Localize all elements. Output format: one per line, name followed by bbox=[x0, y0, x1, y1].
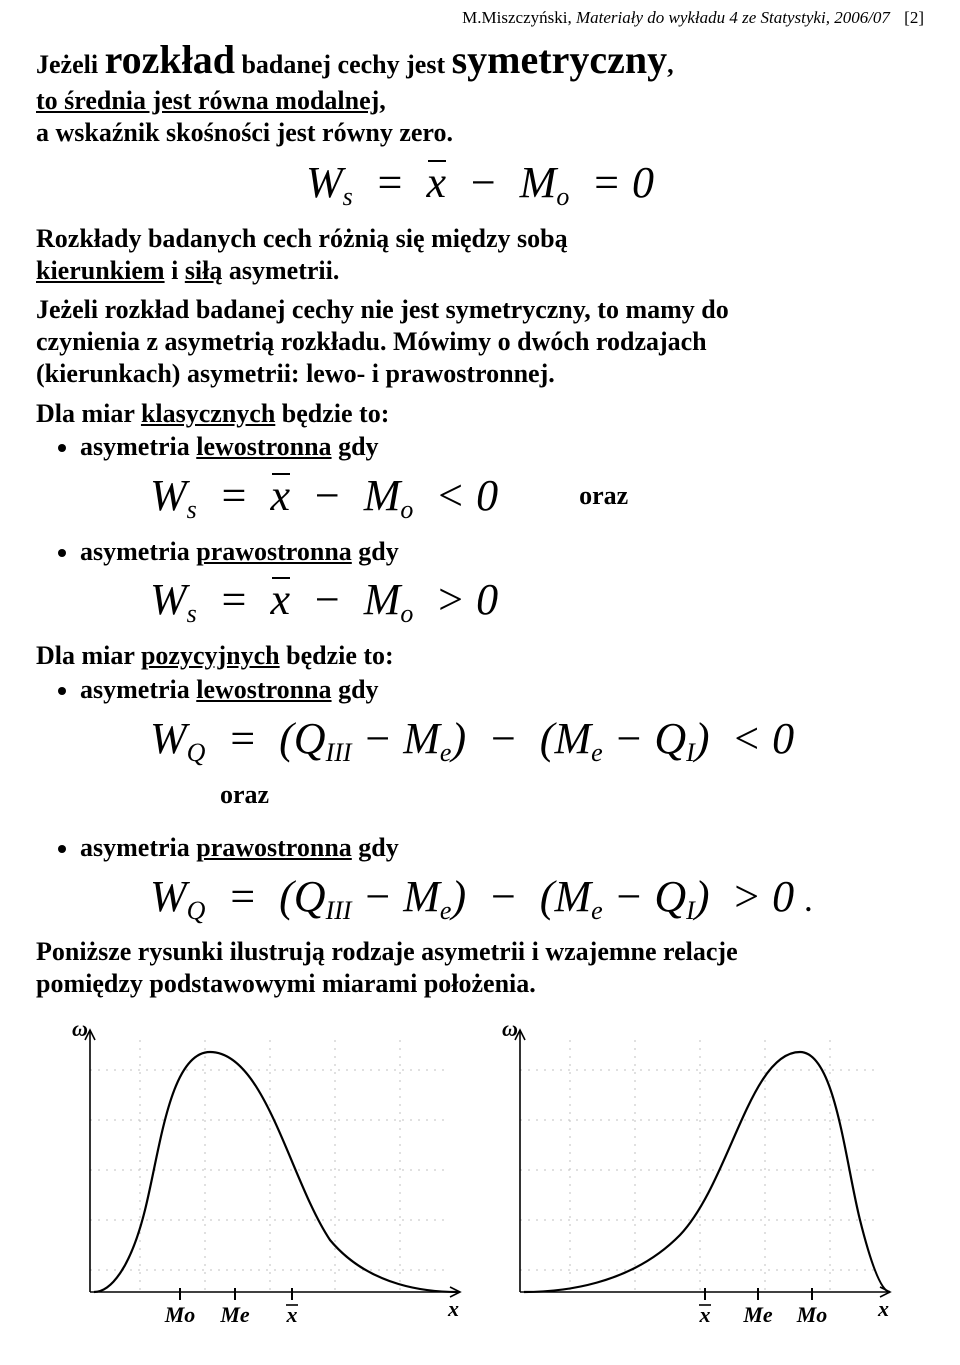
text: Jeżeli rozkład badanej cechy nie jest sy… bbox=[36, 295, 729, 324]
text: . bbox=[805, 888, 812, 917]
text: (kierunkach) asymetrii: lewo- i prawostr… bbox=[36, 359, 555, 388]
svg-text:x: x bbox=[877, 1296, 889, 1321]
list-item: asymetria prawostronna gdy WQ = (QIII − … bbox=[80, 832, 924, 926]
text-underline: prawostronna bbox=[196, 537, 352, 566]
text: pomiędzy podstawowymi miarami położenia. bbox=[36, 969, 536, 998]
text: , bbox=[667, 50, 674, 79]
text: badanej cechy jest bbox=[235, 50, 452, 79]
para-asymetria: Jeżeli rozkład badanej cechy nie jest sy… bbox=[36, 294, 924, 389]
text-underline: to średnia jest równa modalnej, bbox=[36, 86, 386, 115]
text: Rozkłady badanych cech różnią się między… bbox=[36, 224, 568, 253]
text: asymetria bbox=[80, 675, 196, 704]
text: asymetria bbox=[80, 432, 196, 461]
intro-line-1: Jeżeli rozkład badanej cechy jest symetr… bbox=[36, 36, 924, 148]
text: gdy bbox=[332, 675, 379, 704]
svg-text:Me: Me bbox=[742, 1302, 773, 1327]
formula-ws-gt-0: Ws = x − Mo > 0 bbox=[150, 573, 924, 630]
text-underline: pozycyjnych bbox=[141, 641, 280, 670]
text-underline: lewostronna bbox=[196, 675, 331, 704]
list-item: asymetria lewostronna gdy WQ = (QIII − M… bbox=[80, 674, 924, 822]
page-number: [2] bbox=[904, 8, 924, 28]
svg-text:x: x bbox=[447, 1296, 459, 1321]
chart-left: ωxMoMex bbox=[60, 1010, 470, 1340]
text: a wskaźnik skośności jest równy zero. bbox=[36, 118, 453, 147]
text-underline: lewostronna bbox=[196, 432, 331, 461]
header-title: Materiały do wykładu 4 ze Statystyki, 20… bbox=[576, 8, 890, 27]
text: gdy bbox=[332, 432, 379, 461]
svg-text:ω: ω bbox=[72, 1016, 88, 1041]
density-left-svg: ωxMoMex bbox=[60, 1010, 470, 1340]
klasyczne-heading: Dla miar klasycznych będzie to: bbox=[36, 398, 924, 430]
text: będzie to: bbox=[280, 641, 394, 670]
text-underline: kierunkiem bbox=[36, 256, 165, 285]
density-right-svg: ωxxMeMo bbox=[490, 1010, 900, 1340]
para-kierunek-sila: Rozkłady badanych cech różnią się między… bbox=[36, 223, 924, 286]
text: asymetria bbox=[80, 537, 196, 566]
pozycyjne-heading: Dla miar pozycyjnych będzie to: bbox=[36, 640, 924, 672]
text: Poniższe rysunki ilustrują rodzaje asyme… bbox=[36, 937, 738, 966]
text: gdy bbox=[352, 537, 399, 566]
formula-ws-lt-0: Ws = x − Mo < 0 oraz bbox=[150, 469, 924, 526]
pozycyjne-list: asymetria lewostronna gdy WQ = (QIII − M… bbox=[80, 674, 924, 927]
text: czynienia z asymetrią rozkładu. Mówimy o… bbox=[36, 327, 707, 356]
para-final: Poniższe rysunki ilustrują rodzaje asyme… bbox=[36, 936, 924, 999]
svg-text:ω: ω bbox=[502, 1016, 518, 1041]
body: Jeżeli rozkład badanej cechy jest symetr… bbox=[36, 36, 924, 1340]
svg-text:Mo: Mo bbox=[164, 1302, 196, 1327]
text: asymetria bbox=[80, 833, 196, 862]
klasyczne-list: asymetria lewostronna gdy Ws = x − Mo < … bbox=[80, 431, 924, 630]
formula-wq-lt-0: WQ = (QIII − Me) − (Me − QI) < 0 oraz bbox=[150, 712, 924, 822]
formula-ws-zero: Ws = x − Mo = 0 bbox=[36, 156, 924, 213]
svg-text:Me: Me bbox=[219, 1302, 250, 1327]
text-underline: prawostronna bbox=[196, 833, 352, 862]
text-underline: klasycznych bbox=[141, 399, 275, 428]
text: gdy bbox=[352, 833, 399, 862]
list-item: asymetria lewostronna gdy Ws = x − Mo < … bbox=[80, 431, 924, 525]
formula-wq-gt-0: WQ = (QIII − Me) − (Me − QI) > 0 . bbox=[150, 870, 924, 927]
charts-row: ωxMoMex ωxxMeMo bbox=[36, 1010, 924, 1340]
text-oraz: oraz bbox=[579, 480, 628, 512]
page-header: M.Miszczyński, Materiały do wykładu 4 ze… bbox=[36, 8, 924, 28]
text: Dla miar bbox=[36, 399, 141, 428]
text-oraz: oraz bbox=[220, 779, 269, 811]
text: Jeżeli bbox=[36, 50, 105, 79]
text: Dla miar bbox=[36, 641, 141, 670]
text: i bbox=[165, 256, 185, 285]
text: będzie to: bbox=[275, 399, 389, 428]
text: asymetrii. bbox=[222, 256, 339, 285]
svg-text:Mo: Mo bbox=[796, 1302, 828, 1327]
chart-right: ωxxMeMo bbox=[490, 1010, 900, 1340]
header-author: M.Miszczyński, bbox=[462, 8, 572, 27]
list-item: asymetria prawostronna gdy Ws = x − Mo >… bbox=[80, 536, 924, 630]
text-big: rozkład bbox=[105, 37, 235, 82]
text-big: symetryczny bbox=[452, 37, 667, 82]
text-underline: siłą bbox=[185, 256, 223, 285]
